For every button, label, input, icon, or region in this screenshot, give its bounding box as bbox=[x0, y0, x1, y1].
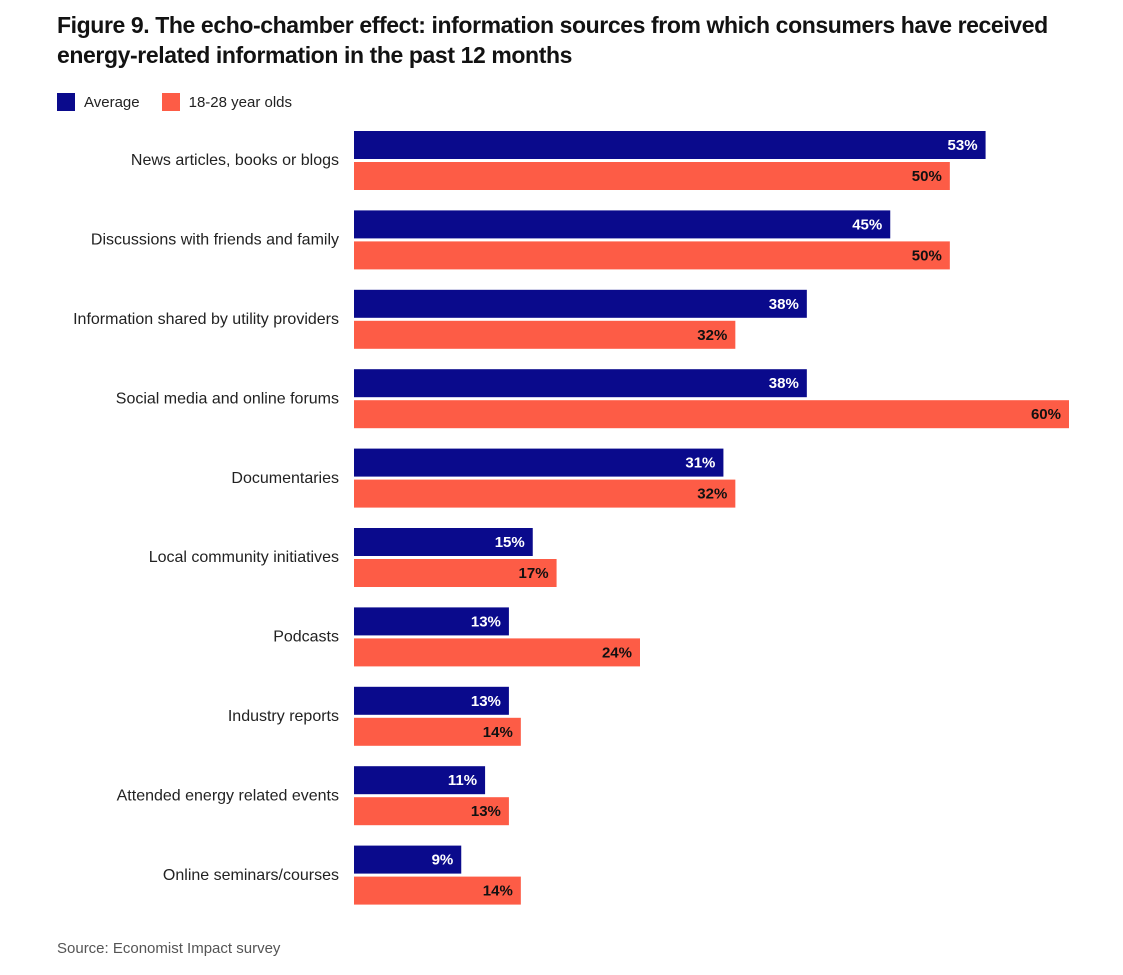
legend-label-average: Average bbox=[84, 93, 140, 111]
data-label-young: 32% bbox=[697, 486, 727, 503]
bar-average bbox=[354, 210, 891, 239]
source-note: Source: Economist Impact survey bbox=[57, 940, 281, 957]
data-label-young: 14% bbox=[483, 724, 513, 741]
bar-young bbox=[354, 876, 521, 905]
category-label: Industry reports bbox=[228, 708, 339, 725]
bar-average bbox=[354, 528, 533, 556]
data-label-young: 60% bbox=[1031, 406, 1061, 423]
data-label-average: 53% bbox=[948, 137, 978, 154]
bar-group: Attended energy related events 11% 13% bbox=[117, 766, 509, 826]
bar-chart: News articles, books or blogs53%50%Discu… bbox=[73, 131, 1069, 905]
chart-title: Figure 9. The echo-chamber effect: infor… bbox=[57, 12, 1048, 68]
bar-young bbox=[354, 559, 557, 587]
bar-average bbox=[354, 607, 509, 636]
bar-group: Industry reports 13% 14% bbox=[228, 686, 521, 746]
data-label-average: 45% bbox=[852, 216, 882, 233]
bar-group: Local community initiatives 15% 17% bbox=[149, 528, 557, 587]
bar-average bbox=[354, 766, 486, 795]
bar-young bbox=[354, 797, 509, 826]
bar-group: Social media and online forums 38% 60% bbox=[116, 369, 1069, 429]
bar-average bbox=[354, 448, 724, 477]
data-label-average: 31% bbox=[685, 455, 715, 472]
data-label-young: 50% bbox=[912, 168, 942, 185]
bar-young bbox=[354, 320, 736, 349]
bar-group: Discussions with friends and family 45% 50… bbox=[91, 210, 950, 270]
bar-young bbox=[354, 638, 640, 667]
bar-group: News articles, books or blogs 53% 50% bbox=[131, 131, 986, 190]
bar-young bbox=[354, 717, 521, 746]
data-label-young: 50% bbox=[912, 247, 942, 264]
category-label: Online seminars/courses bbox=[163, 867, 339, 884]
bar-young bbox=[354, 400, 1069, 429]
bar-average bbox=[354, 131, 986, 159]
bar-average bbox=[354, 369, 807, 398]
bar-young bbox=[354, 479, 736, 508]
data-label-average: 38% bbox=[769, 296, 799, 313]
category-label: Discussions with friends and family bbox=[91, 232, 339, 249]
legend-item-young: 18-28 year olds bbox=[161, 93, 293, 111]
data-label-average: 38% bbox=[769, 375, 799, 392]
bar-group: Online seminars/courses 9% 14% bbox=[163, 845, 521, 905]
data-label-young: 14% bbox=[483, 883, 513, 900]
legend-swatch-young bbox=[161, 93, 180, 111]
bar-group: Podcasts 13% 24% bbox=[273, 607, 640, 667]
category-label: Attended energy related events bbox=[117, 787, 339, 804]
data-label-average: 13% bbox=[471, 693, 501, 710]
bar-group: Information shared by utility providers 3… bbox=[73, 289, 807, 349]
bar-young bbox=[354, 241, 950, 270]
category-label: Documentaries bbox=[231, 470, 339, 487]
bar-average bbox=[354, 845, 462, 874]
legend-label-young: 18-28 year olds bbox=[188, 93, 293, 111]
category-label: Podcasts bbox=[273, 629, 339, 646]
data-label-young: 32% bbox=[697, 327, 727, 344]
data-label-average: 11% bbox=[448, 772, 477, 789]
bar-average bbox=[354, 289, 807, 318]
bar-young bbox=[354, 162, 950, 190]
data-label-average: 9% bbox=[432, 852, 454, 869]
legend: Average 18-28 year olds bbox=[57, 92, 314, 112]
legend-swatch-average bbox=[57, 93, 75, 111]
data-label-young: 13% bbox=[471, 803, 501, 820]
category-label: Social media and online forums bbox=[116, 390, 339, 407]
bar-average bbox=[354, 686, 509, 715]
category-label: News articles, books or blogs bbox=[131, 152, 339, 169]
data-label-average: 15% bbox=[495, 534, 525, 551]
category-label: Information shared by utility providers bbox=[73, 311, 339, 328]
data-label-young: 24% bbox=[602, 644, 632, 661]
data-label-average: 13% bbox=[471, 613, 501, 630]
legend-item-average: Average bbox=[57, 93, 140, 111]
data-label-young: 17% bbox=[519, 565, 549, 582]
bar-group: Documentaries 31% 32% bbox=[231, 448, 736, 508]
category-label: Local community initiatives bbox=[149, 549, 339, 566]
